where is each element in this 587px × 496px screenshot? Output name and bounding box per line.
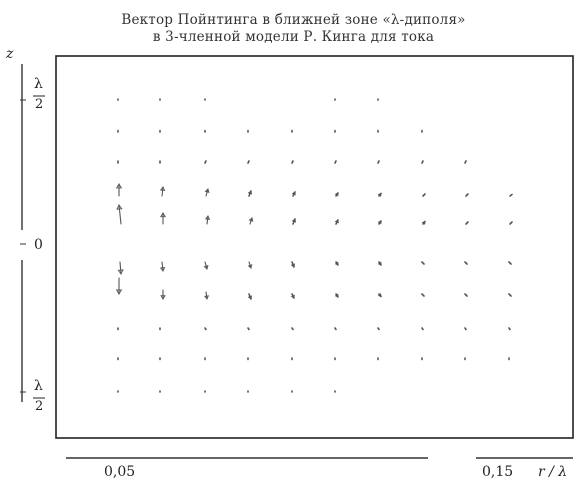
poynting-arrow [421, 293, 425, 297]
r-tick-label-1: 0,05 [104, 464, 136, 480]
poynting-arrow [115, 183, 123, 197]
poynting-arrow [115, 277, 123, 295]
r-axis-label: r / λ [538, 464, 568, 480]
poynting-arrow [204, 291, 210, 300]
poynting-arrow [465, 193, 469, 197]
poynting-arrow [377, 261, 382, 266]
poynting-arrow [421, 220, 426, 225]
vector-field [115, 98, 513, 393]
poynting-arrow [204, 327, 207, 331]
poynting-arrow [248, 217, 254, 225]
poynting-arrow [377, 293, 382, 298]
poynting-arrow [422, 193, 426, 197]
poynting-arrow [334, 192, 339, 197]
poynting-arrow [203, 261, 209, 270]
poynting-arrow [508, 293, 512, 297]
poynting-arrow [464, 293, 468, 297]
poynting-arrow [291, 218, 297, 225]
poynting-arrow [464, 261, 468, 265]
poynting-arrow [508, 327, 511, 331]
z-axis-label: z [6, 46, 14, 62]
poynting-arrow [334, 219, 339, 225]
z-bottom-label-numerator: λ [34, 378, 43, 394]
poynting-arrow [116, 204, 123, 225]
poynting-arrow [508, 261, 512, 265]
poynting-arrow [247, 190, 253, 197]
poynting-arrow [464, 327, 467, 331]
poynting-arrow [291, 327, 294, 331]
poynting-arrow [247, 261, 253, 269]
poynting-arrow [334, 261, 339, 266]
poynting-arrow [204, 160, 207, 164]
poynting-arrow [464, 160, 467, 164]
poynting-arrow [334, 327, 337, 331]
poynting-arrow [290, 261, 296, 268]
z-bottom-label-denominator: 2 [35, 399, 44, 414]
diagram-title-line-2: в 3-членной модели Р. Кинга для тока [152, 29, 435, 45]
poynting-arrow [204, 215, 211, 225]
poynting-arrow [160, 289, 166, 300]
poynting-arrow [247, 327, 250, 331]
poynting-arrow [377, 220, 382, 225]
diagram-title-line-1: Вектор Пойнтинга в ближней зоне «λ-дипол… [121, 12, 466, 28]
poynting-arrow [247, 160, 250, 164]
poynting-arrow [334, 293, 339, 298]
poynting-arrow [291, 191, 296, 197]
poynting-arrow [204, 188, 210, 197]
r-tick-label-2: 0,15 [482, 464, 514, 480]
poynting-arrow [159, 212, 167, 225]
poynting-arrow [421, 160, 424, 164]
poynting-arrow [377, 160, 380, 164]
z-top-label-numerator: λ [34, 76, 43, 92]
poynting-arrow [421, 327, 424, 331]
poynting-arrow [290, 293, 295, 299]
poynting-arrow [159, 186, 166, 197]
poynting-arrow [465, 221, 469, 225]
poynting-arrow [509, 221, 513, 225]
poynting-arrow [509, 193, 513, 197]
z-top-label-denominator: 2 [35, 97, 44, 112]
poynting-arrow [247, 293, 253, 300]
poynting-arrow [377, 327, 380, 331]
poynting-arrow [421, 261, 425, 265]
poynting-arrow [159, 261, 166, 272]
poynting-arrow [377, 192, 382, 197]
z-zero-label: 0 [34, 237, 43, 253]
plot-frame [55, 55, 574, 439]
poynting-arrow [117, 261, 124, 275]
poynting-arrow [334, 160, 337, 164]
poynting-arrow [291, 160, 294, 164]
